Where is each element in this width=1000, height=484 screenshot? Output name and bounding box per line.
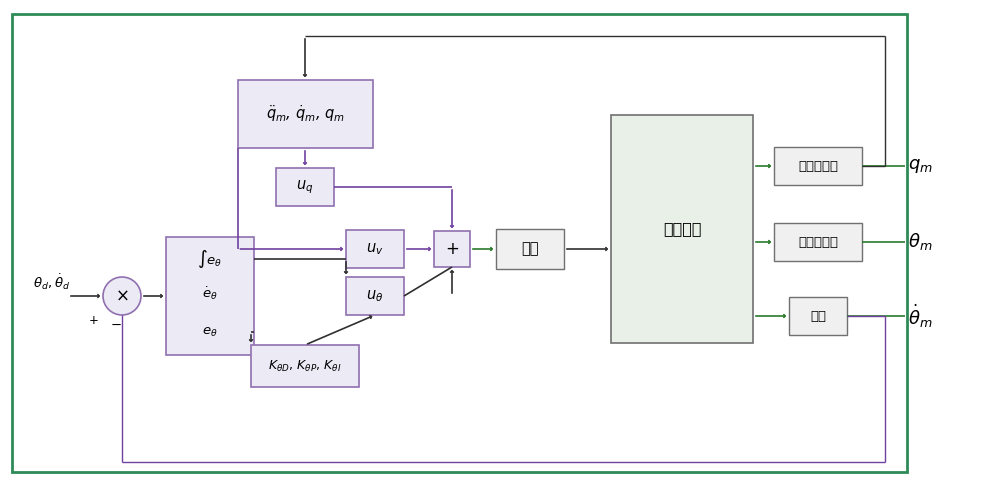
Text: +: +: [445, 240, 459, 258]
Circle shape: [103, 277, 141, 315]
Text: $\theta_d, \dot{\theta}_d$: $\theta_d, \dot{\theta}_d$: [33, 272, 71, 292]
Text: $e_\theta$: $e_\theta$: [202, 325, 218, 338]
Text: 刚柔系统: 刚柔系统: [663, 222, 701, 237]
Text: $\dot{e}_\theta$: $\dot{e}_\theta$: [202, 286, 218, 302]
FancyBboxPatch shape: [276, 168, 334, 206]
FancyBboxPatch shape: [346, 277, 404, 315]
FancyBboxPatch shape: [611, 115, 753, 343]
Text: $\theta_m$: $\theta_m$: [908, 231, 932, 253]
Text: $\ddot{q}_m$, $\dot{q}_m$, $q_m$: $\ddot{q}_m$, $\dot{q}_m$, $q_m$: [266, 104, 344, 124]
Text: $q_m$: $q_m$: [908, 157, 933, 175]
Text: $u_q$: $u_q$: [296, 178, 314, 196]
Text: 限幅: 限幅: [521, 242, 539, 257]
FancyBboxPatch shape: [496, 229, 564, 269]
Text: 姿态敏感器: 姿态敏感器: [798, 236, 838, 248]
FancyBboxPatch shape: [774, 223, 862, 261]
Text: $u_\theta$: $u_\theta$: [366, 288, 384, 304]
Text: $\int e_\theta$: $\int e_\theta$: [197, 248, 223, 270]
FancyBboxPatch shape: [238, 80, 372, 148]
FancyBboxPatch shape: [434, 231, 470, 267]
FancyBboxPatch shape: [346, 230, 404, 268]
FancyBboxPatch shape: [166, 237, 254, 355]
Text: $\times$: $\times$: [115, 287, 129, 305]
Text: 陀螺: 陀螺: [810, 309, 826, 322]
FancyBboxPatch shape: [251, 345, 359, 387]
FancyBboxPatch shape: [774, 147, 862, 185]
Text: $\dot{\theta}_m$: $\dot{\theta}_m$: [908, 302, 933, 330]
Text: −: −: [110, 318, 122, 332]
Text: 位移传感器: 位移传感器: [798, 160, 838, 172]
Text: $u_v$: $u_v$: [366, 241, 384, 257]
FancyBboxPatch shape: [789, 297, 847, 335]
Text: $K_{\theta D}$, $K_{\theta P}$, $K_{\theta I}$: $K_{\theta D}$, $K_{\theta P}$, $K_{\the…: [268, 359, 342, 374]
Text: +: +: [89, 314, 99, 327]
